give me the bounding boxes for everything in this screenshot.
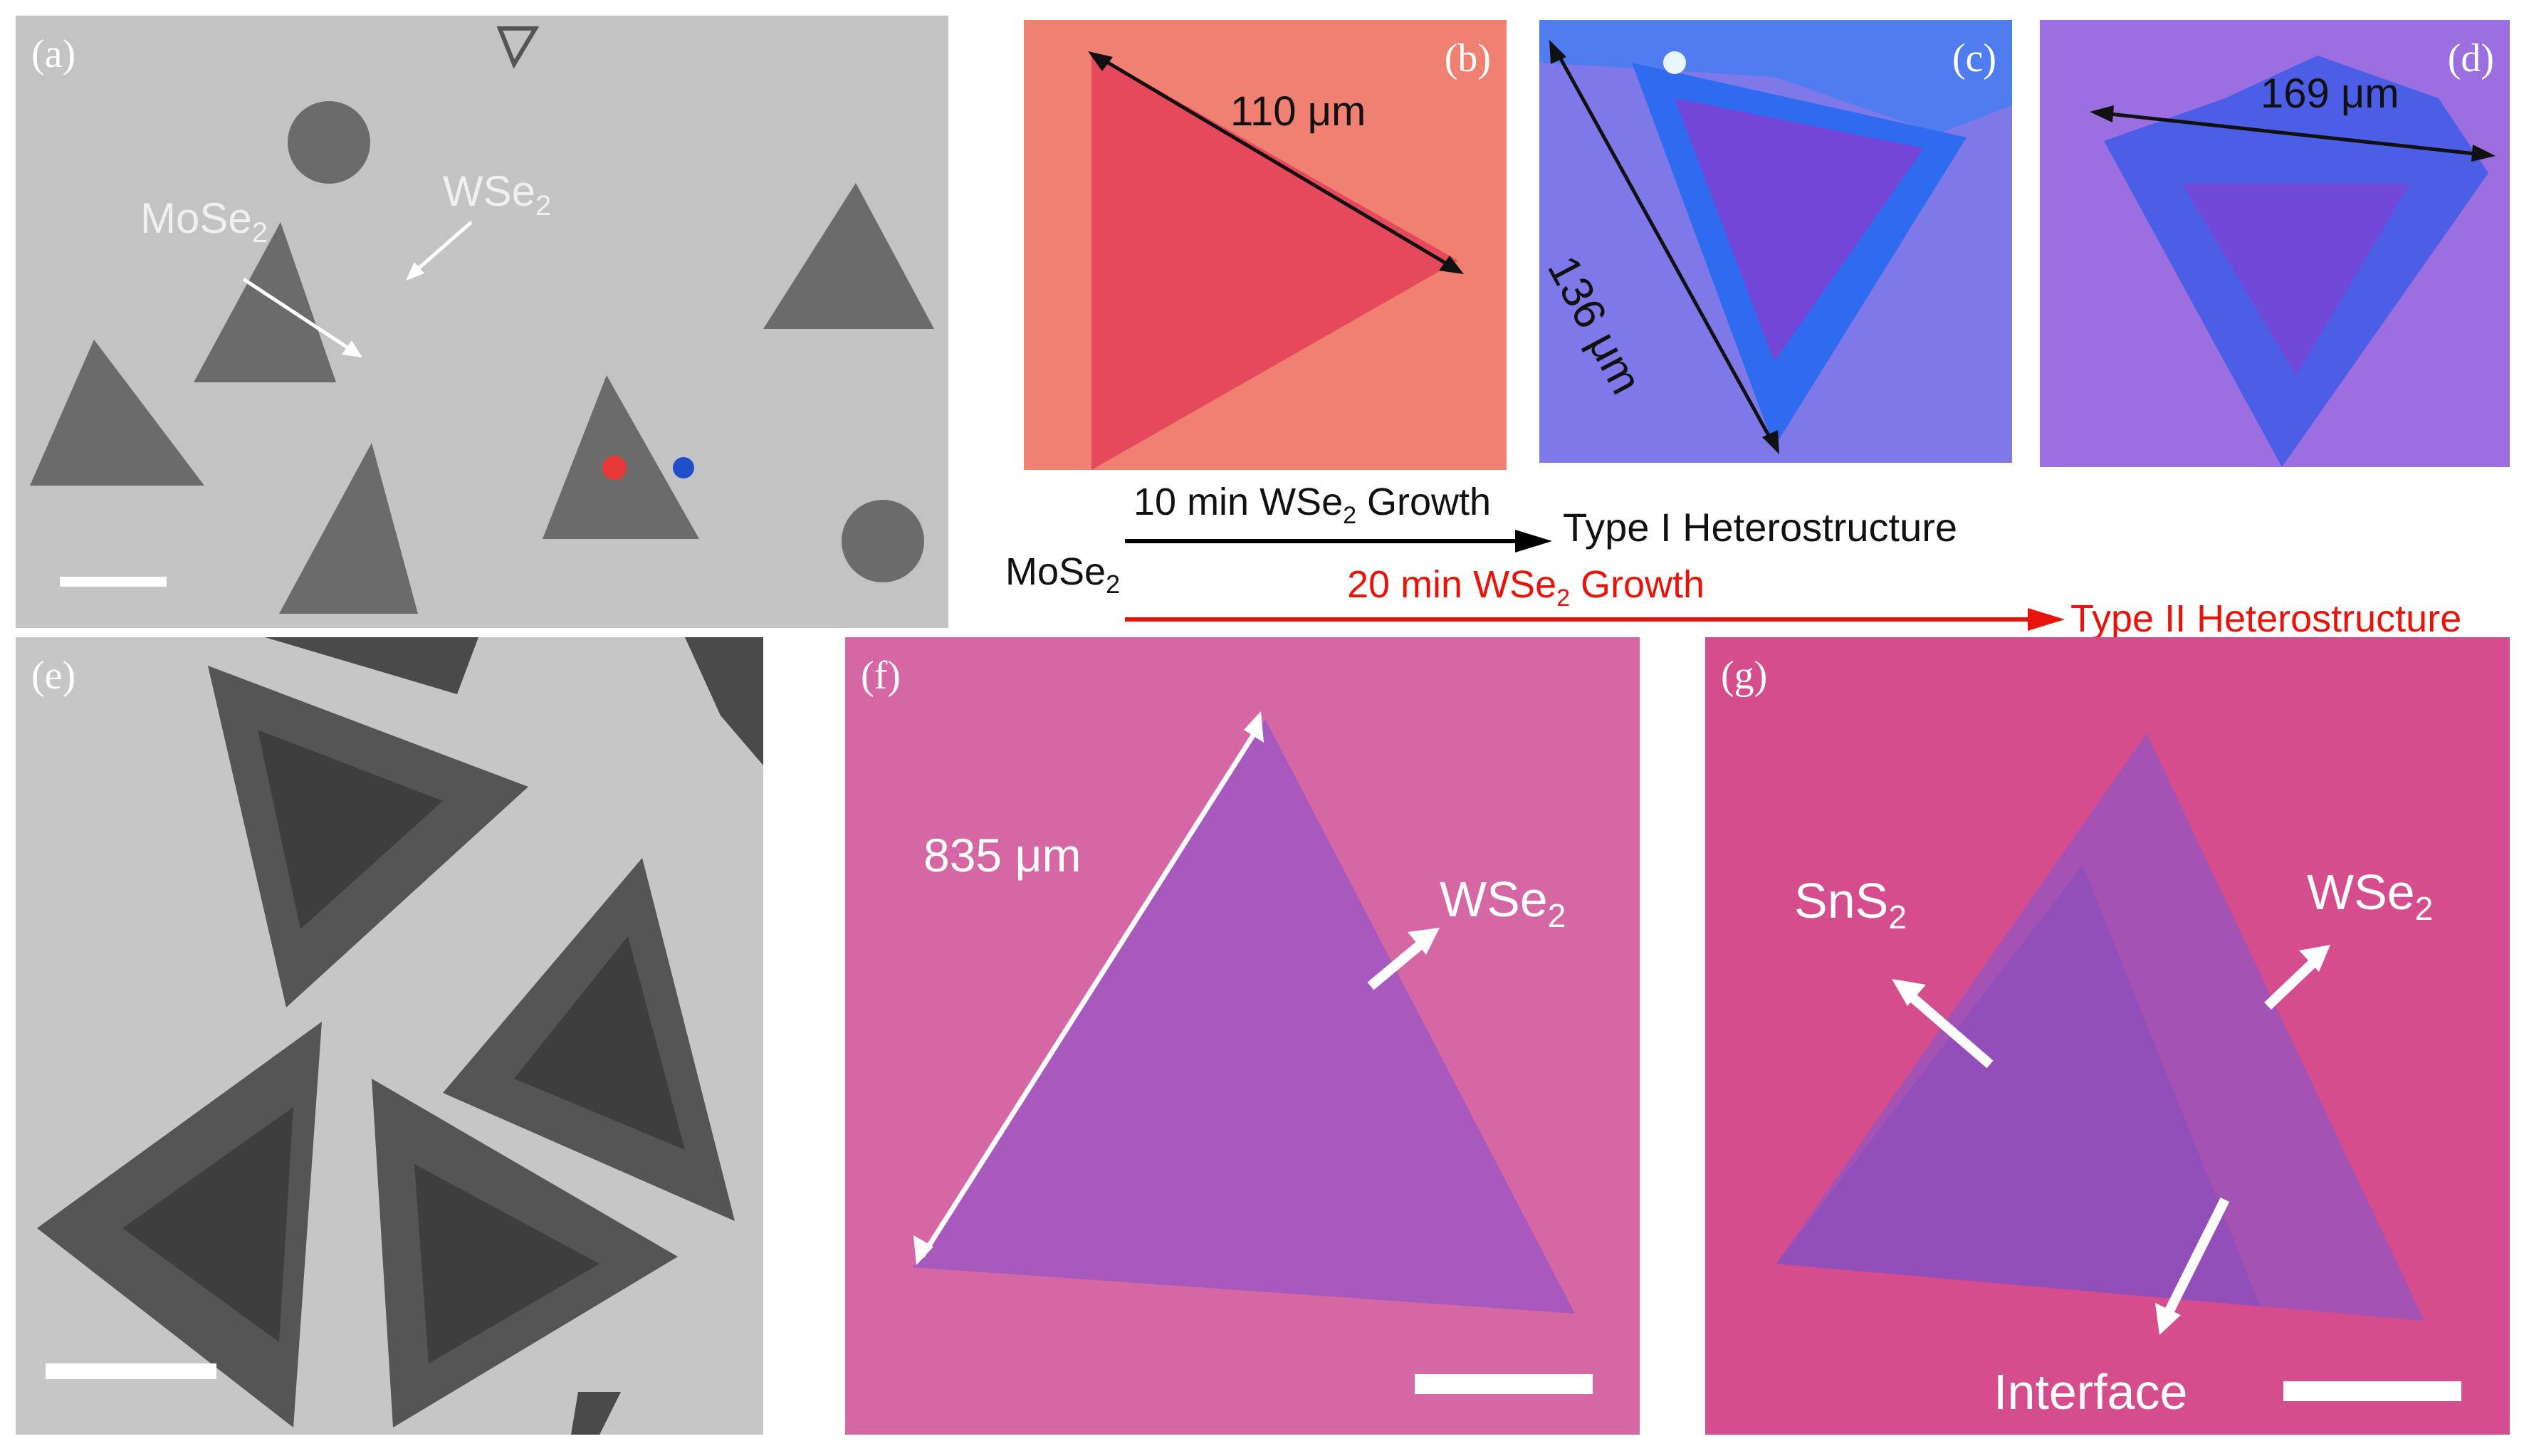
panel-c-image [1539, 20, 2012, 463]
sns2-arrow [1908, 993, 1994, 1069]
panel-e: (e) [16, 637, 763, 1435]
type-1-result-label: Type I Heterostructure [1563, 505, 1958, 550]
type-2-growth-label: 20 min WSe2 Growth [1347, 563, 1705, 612]
panel-e-image [16, 637, 763, 1435]
flake-top [208, 666, 528, 1007]
flake-small-star-1 [288, 101, 370, 184]
flake-right-triangle [763, 183, 934, 329]
panel-g-scale-bar [2283, 1381, 2461, 1401]
blue-dot-marker [673, 457, 694, 478]
panel-f-tag: (f) [861, 654, 901, 698]
flake-core [2182, 184, 2410, 376]
panel-d-tag: (d) [2447, 36, 2494, 80]
mose2-label: MoSe2 [140, 194, 268, 248]
panel-a-scale-bar [60, 577, 167, 587]
flake-small-star-2 [842, 500, 924, 582]
schematic-start-label: MoSe2 [1005, 550, 1121, 599]
dimension-arrow [1092, 52, 1460, 273]
panel-b: (b) 110 μm [1024, 20, 1507, 470]
sns2-label: SnS2 [1794, 873, 1907, 936]
flake-triangle [1091, 52, 1458, 470]
type-2-result-label: Type II Heterostructure [2070, 597, 2462, 640]
dimension-label: 110 μm [1230, 88, 1366, 135]
panel-g-tag: (g) [1721, 654, 1768, 698]
wse2-arrow [1367, 939, 1425, 990]
flake-center-triangle [194, 222, 336, 382]
panel-c-tag: (c) [1952, 36, 1996, 80]
panel-d-image [2040, 20, 2510, 467]
flake-right [443, 858, 735, 1221]
dimension-label: 835 μm [923, 829, 1082, 881]
wse2-arrow [2264, 958, 2318, 1010]
wse2-label: WSe2 [443, 167, 552, 221]
panel-f-scale-bar [1415, 1374, 1593, 1394]
wse2-flake [913, 719, 1575, 1314]
mose2-arrow-line [242, 277, 355, 354]
panel-b-tag: (b) [1444, 36, 1491, 80]
panel-d: (d) 169 μm [2040, 20, 2510, 467]
flake-core [1675, 98, 1924, 362]
dimension-label: 169 μm [2261, 70, 2399, 117]
flake-marked-triangle [543, 375, 699, 539]
wse2-label: WSe2 [2307, 864, 2434, 927]
panel-f: (f) 835 μm WSe2 [845, 637, 1640, 1435]
dimension-arrow [920, 728, 1259, 1258]
panel-g: (g) SnS2 WSe2 Interface [1705, 637, 2510, 1435]
sns2-region [1776, 865, 2261, 1306]
flake-bottom-triangle [279, 443, 418, 614]
red-dot-marker [602, 456, 627, 480]
wse2-arrow-line [413, 221, 473, 273]
panel-e-scale-bar [46, 1363, 216, 1379]
flake-left [37, 1022, 322, 1428]
type-1-growth-label: 10 min WSe2 Growth [1133, 481, 1492, 529]
panel-c: (c) 136 μm [1539, 20, 2012, 463]
wse2-label: WSe2 [1440, 871, 1566, 934]
flake-left-triangle [30, 340, 204, 486]
panel-b-image [1024, 20, 1507, 470]
panel-g-image [1705, 637, 2510, 1435]
panel-a-image [16, 16, 948, 628]
dimension-arrow [1553, 47, 1776, 447]
panel-e-tag: (e) [31, 654, 76, 698]
panel-f-image [845, 637, 1640, 1435]
type-1-arrow [1125, 530, 1552, 552]
dimension-arrow [2096, 110, 2489, 157]
panel-a: (a) MoSe2 WSe2 [16, 16, 948, 628]
flake-bottom [372, 1079, 678, 1428]
interface-arrow [2163, 1197, 2230, 1316]
type-2-arrow [1125, 608, 2065, 631]
panel-a-tag: (a) [31, 32, 76, 76]
growth-schematic: MoSe2 10 min WSe2 Growth Type I Heterost… [997, 470, 2520, 641]
interface-label: Interface [1994, 1364, 2188, 1420]
